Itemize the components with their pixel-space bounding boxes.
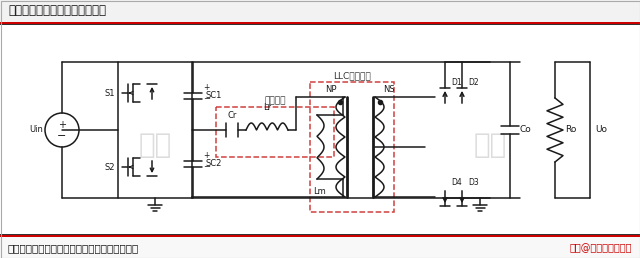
- Text: −: −: [203, 163, 210, 172]
- Bar: [0, 235, 640, 237]
- Bar: [0, 24, 640, 25]
- Text: S2: S2: [105, 163, 115, 172]
- Text: −: −: [203, 94, 210, 103]
- Bar: [216, 107, 334, 157]
- Text: 方都: 方都: [474, 131, 507, 159]
- Text: Cr: Cr: [227, 111, 237, 120]
- Text: Co: Co: [520, 125, 532, 134]
- Text: Ro: Ro: [565, 125, 577, 134]
- Bar: [0, 0, 640, 22]
- Text: D3: D3: [468, 178, 479, 187]
- Text: 谐振电感: 谐振电感: [264, 96, 285, 105]
- Text: NS: NS: [383, 85, 395, 94]
- Text: 头条@九方金融研究所: 头条@九方金融研究所: [570, 243, 632, 253]
- Text: NP: NP: [325, 85, 337, 94]
- Text: Lr: Lr: [263, 103, 271, 112]
- Text: D4: D4: [451, 178, 461, 187]
- Bar: [310, 82, 394, 212]
- Text: −: −: [58, 131, 67, 141]
- Text: D1: D1: [451, 78, 461, 87]
- Text: 资料来源：铭普公司官网，九方智投、安信证券: 资料来源：铭普公司官网，九方智投、安信证券: [8, 243, 140, 253]
- Bar: [0, 22, 640, 24]
- Text: D2: D2: [468, 78, 479, 87]
- Bar: [0, 237, 640, 258]
- Text: +: +: [203, 151, 209, 160]
- Text: SC2: SC2: [205, 159, 221, 168]
- Bar: [0, 234, 640, 235]
- Text: +: +: [203, 84, 209, 93]
- Text: 方都: 方都: [138, 131, 172, 159]
- Text: S1: S1: [105, 88, 115, 98]
- Text: LLC主变压器: LLC主变压器: [333, 71, 371, 80]
- Text: Lm: Lm: [314, 187, 326, 196]
- Text: SC1: SC1: [205, 92, 221, 101]
- Text: +: +: [58, 120, 66, 130]
- Text: Uin: Uin: [29, 125, 43, 134]
- Text: 图：铭普磁集成方案部分电路图: 图：铭普磁集成方案部分电路图: [8, 4, 106, 18]
- Text: Uo: Uo: [595, 125, 607, 134]
